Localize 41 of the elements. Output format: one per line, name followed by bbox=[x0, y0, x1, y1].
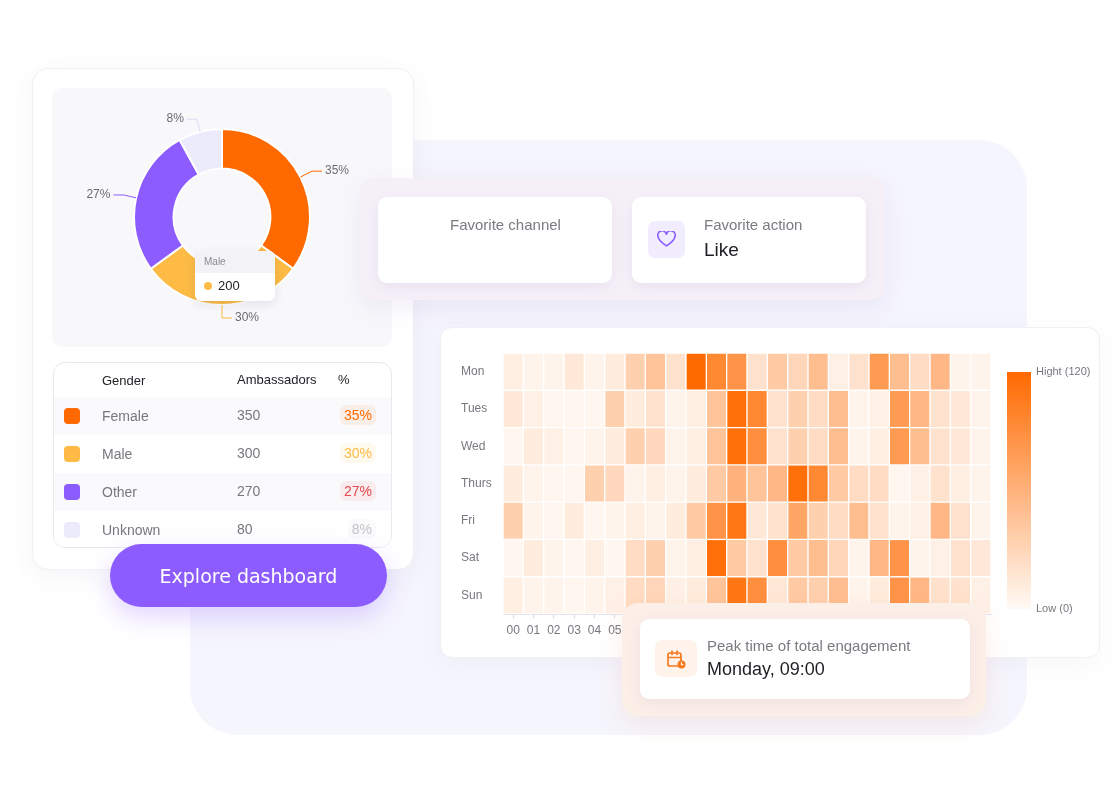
legend-label: Female bbox=[102, 408, 149, 424]
text: Ambassadors bbox=[237, 372, 317, 387]
y-tick-label: Thurs bbox=[461, 475, 492, 490]
y-tick-label: Fri bbox=[461, 513, 475, 528]
data-label: 8% bbox=[166, 111, 185, 126]
text: Monday, 09:00 bbox=[707, 659, 825, 680]
text: 35% bbox=[339, 405, 376, 425]
color-bar-label: Low (0) bbox=[1036, 602, 1073, 615]
legend-label: Unknown bbox=[102, 522, 161, 538]
y-tick-label: Sun bbox=[461, 587, 483, 602]
data-label: 27% bbox=[86, 187, 111, 202]
text: 200 bbox=[218, 278, 240, 294]
x-tick-label: 03 bbox=[567, 622, 582, 637]
text: Favorite channel bbox=[450, 216, 561, 233]
x-tick-label: 02 bbox=[547, 622, 561, 637]
text: Peak time of total engagement bbox=[707, 637, 911, 654]
text: 270 bbox=[237, 483, 261, 499]
x-tick-label: 04 bbox=[587, 622, 602, 637]
data-label: 35% bbox=[324, 163, 350, 178]
text: 300 bbox=[237, 445, 261, 461]
color-bar-label: Hight (120) bbox=[1036, 365, 1091, 378]
legend-label: Male bbox=[102, 446, 133, 462]
y-tick-label: Tues bbox=[461, 401, 488, 416]
y-tick-label: Wed bbox=[461, 438, 486, 453]
y-tick-label: Mon bbox=[461, 363, 485, 378]
data-label: 30% bbox=[235, 310, 260, 325]
slice-label: Male bbox=[195, 251, 275, 274]
text: 350 bbox=[237, 407, 261, 423]
y-tick-label: Sat bbox=[461, 550, 480, 565]
text: % bbox=[338, 372, 350, 387]
x-tick-label: 05 bbox=[608, 622, 622, 637]
legend-label: Other bbox=[102, 484, 138, 500]
text: Favorite action bbox=[704, 216, 803, 233]
text: Explore dashboard bbox=[159, 564, 338, 587]
legend-title: Gender bbox=[102, 373, 146, 388]
text: Like bbox=[704, 239, 739, 261]
x-tick-label: 01 bbox=[526, 622, 541, 637]
text: 80 bbox=[237, 521, 253, 537]
text: 30% bbox=[339, 443, 376, 463]
text: 27% bbox=[339, 481, 376, 501]
x-tick-label: 00 bbox=[506, 622, 521, 637]
